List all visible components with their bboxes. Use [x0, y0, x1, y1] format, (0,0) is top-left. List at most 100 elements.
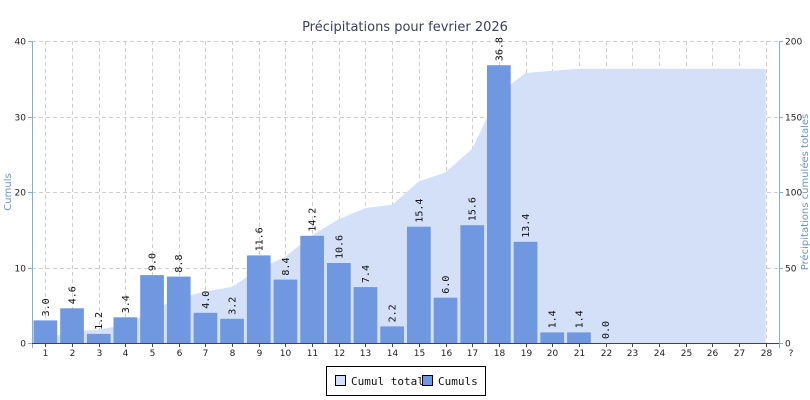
- x-tick-label: 11: [307, 349, 318, 359]
- x-tick-label: 8: [230, 349, 236, 359]
- x-tick-label: 18: [494, 349, 506, 359]
- bar-value-label: 1.2: [94, 312, 105, 330]
- bar-day-21: [567, 332, 591, 343]
- x-tick-label: 5: [150, 349, 156, 359]
- x-tick-label: 19: [521, 349, 533, 359]
- x-tick-label: 6: [177, 349, 183, 359]
- y-left-tick-label: 10: [15, 265, 27, 275]
- bar-value-label: 6.0: [441, 276, 452, 294]
- bar-day-7: [193, 312, 218, 343]
- legend-label-cumul-total: Cumul total: [351, 375, 424, 388]
- x-tick-label: 17: [467, 349, 478, 359]
- legend: Cumul total Cumuls: [326, 366, 486, 396]
- bar-value-label: 0.0: [601, 321, 612, 339]
- bar-day-12: [327, 263, 351, 343]
- bar-value-label: 36.8: [494, 37, 505, 61]
- x-tick-labels: 1 2 3 4 5 6 7 8 9 10 11 12 13 14 15 16 17 18 19 20 21 22 23 24 2…: [43, 349, 794, 359]
- x-tick-label: 21: [574, 349, 585, 359]
- bar-value-label: 10.6: [334, 235, 345, 259]
- x-tick-label: 28: [761, 349, 773, 359]
- y-axis-label-right: Précipitations cumulées totales: [799, 114, 810, 271]
- x-tick-label: 23: [627, 349, 638, 359]
- bar-value-label: 2.2: [388, 304, 399, 322]
- bar-day-17: [460, 225, 485, 343]
- y-right-tick-label: 100: [785, 189, 802, 199]
- x-tick-label: 26: [707, 349, 719, 359]
- legend-label-cumuls: Cumuls: [438, 375, 478, 388]
- bar-value-label: 1.4: [574, 310, 585, 328]
- cumul-total-area: [33, 68, 766, 344]
- bar-value-label: 8.4: [281, 258, 292, 276]
- y-axis-label-left: Cumuls: [3, 173, 14, 210]
- x-tick-label: 1: [43, 349, 49, 359]
- x-tick-label: 10: [280, 349, 292, 359]
- cumul-total-area-layer: [33, 68, 766, 344]
- x-tick-label: 4: [123, 349, 129, 359]
- x-tick-label: 13: [360, 349, 371, 359]
- bar-value-label: 14.2: [308, 208, 319, 232]
- x-tick-label: 24: [654, 349, 666, 359]
- bar-value-labels: 3.0 4.6 1.2 3.4 9.0 8.8 4.0 3.2 11.6 8.4 14.2 10.6 7…: [41, 37, 612, 339]
- x-tick-label-extra: ?: [789, 349, 794, 359]
- y-right-tick-label: 50: [785, 265, 797, 275]
- bar-value-label: 3.4: [121, 295, 132, 313]
- x-tick-label: 7: [203, 349, 209, 359]
- bar-value-label: 8.8: [174, 255, 185, 273]
- x-tick-label: 20: [547, 349, 559, 359]
- bar-day-3: [86, 333, 111, 343]
- legend-box: [326, 366, 486, 396]
- bar-day-15: [407, 226, 431, 343]
- bar-day-19: [513, 241, 538, 343]
- bar-day-9: [246, 255, 271, 343]
- y-left-tick-label: 20: [15, 189, 27, 199]
- x-tick-label: 9: [257, 349, 263, 359]
- bar-day-5: [140, 275, 164, 343]
- bar-value-label: 3.2: [228, 297, 239, 315]
- y-right-tick-label: 150: [785, 114, 802, 124]
- bar-value-label: 15.6: [468, 197, 479, 221]
- x-tick-label: 27: [734, 349, 745, 359]
- x-tick-label: 15: [414, 349, 425, 359]
- bar-day-4: [113, 317, 138, 343]
- bar-day-20: [540, 332, 565, 343]
- bar-day-13: [353, 287, 378, 343]
- bar-day-6: [166, 276, 191, 343]
- bar-value-label: 4.6: [68, 286, 79, 304]
- bar-value-label: 1.4: [548, 310, 559, 328]
- x-tick-label: 12: [334, 349, 345, 359]
- bar-day-11: [300, 235, 324, 343]
- bar-value-label: 11.6: [254, 227, 265, 251]
- bar-day-2: [60, 308, 84, 343]
- y-right-tick-label: 0: [785, 340, 791, 350]
- cumuls-bars-layer: [33, 65, 591, 343]
- axes: [28, 41, 783, 348]
- chart-title: Précipitations pour fevrier 2026: [302, 20, 508, 35]
- x-tick-label: 3: [97, 349, 103, 359]
- x-tick-label: 16: [441, 349, 453, 359]
- bar-day-1: [33, 320, 58, 343]
- y-left-tick-labels: 0 10 20 30 40: [15, 38, 27, 350]
- y-left-tick-label: 0: [20, 340, 26, 350]
- y-left-tick-label: 30: [15, 114, 27, 124]
- y-right-tick-labels: 0 50 100 150 200: [785, 38, 802, 350]
- x-tick-label: 25: [681, 349, 692, 359]
- x-tick-label: 2: [70, 349, 76, 359]
- y-right-tick-label: 200: [785, 38, 802, 48]
- y-left-tick-label: 40: [15, 38, 27, 48]
- bar-value-label: 4.0: [201, 291, 212, 309]
- legend-swatch-cumuls: [422, 375, 433, 386]
- x-tick-label: 22: [601, 349, 612, 359]
- bar-value-label: 9.0: [148, 253, 159, 271]
- bar-day-18: [487, 65, 511, 343]
- x-tick-label: 14: [387, 349, 399, 359]
- bar-day-16: [433, 297, 458, 343]
- bar-day-8: [220, 318, 244, 343]
- bar-value-label: 15.4: [414, 199, 425, 223]
- bar-day-10: [273, 279, 298, 343]
- bar-value-label: 13.4: [521, 214, 532, 238]
- bar-value-label: 7.4: [361, 265, 372, 283]
- legend-swatch-cumul-total: [335, 375, 346, 386]
- bar-value-label: 3.0: [41, 298, 52, 316]
- bar-day-14: [380, 326, 404, 343]
